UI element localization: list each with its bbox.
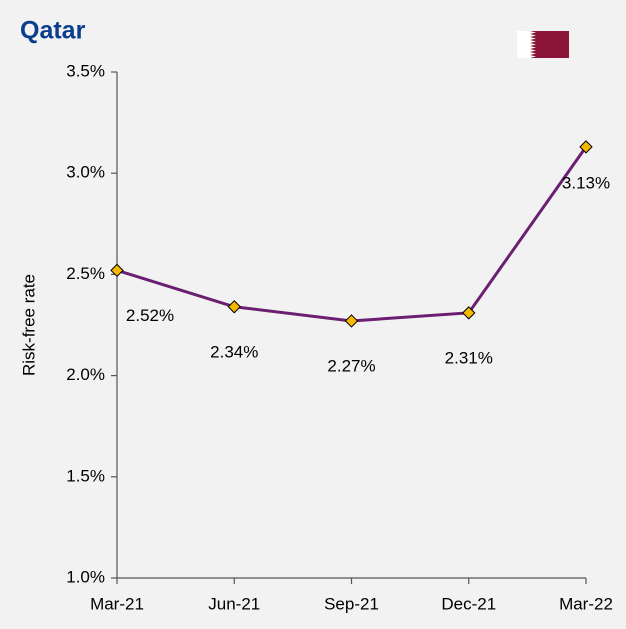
chart-title: Qatar	[20, 17, 86, 45]
marker	[462, 306, 476, 320]
y-tick-label: 1.5%	[66, 466, 105, 485]
y-axis-label: Risk-free rate	[19, 274, 38, 376]
x-tick-label: Sep-21	[324, 594, 379, 613]
data-label: 2.31%	[445, 348, 493, 367]
flag	[517, 31, 569, 58]
data-label: 3.13%	[562, 173, 610, 192]
marker	[110, 263, 124, 278]
y-tick-label: 2.0%	[66, 365, 105, 384]
marker	[579, 140, 593, 154]
x-tick-label: Dec-21	[441, 594, 496, 613]
x-tick-label: Mar-22	[559, 594, 613, 613]
y-tick-label: 2.5%	[66, 264, 105, 283]
marker	[344, 314, 359, 328]
data-label: 2.27%	[327, 356, 375, 375]
data-label: 2.34%	[210, 342, 258, 361]
y-tick-label: 1.0%	[66, 567, 105, 586]
data-label: 2.52%	[126, 306, 174, 325]
y-tick-label: 3.0%	[66, 163, 105, 182]
y-tick-label: 3.5%	[66, 61, 105, 80]
x-tick-label: Jun-21	[208, 594, 260, 613]
marker	[227, 300, 241, 314]
x-tick-label: Mar-21	[90, 594, 144, 613]
